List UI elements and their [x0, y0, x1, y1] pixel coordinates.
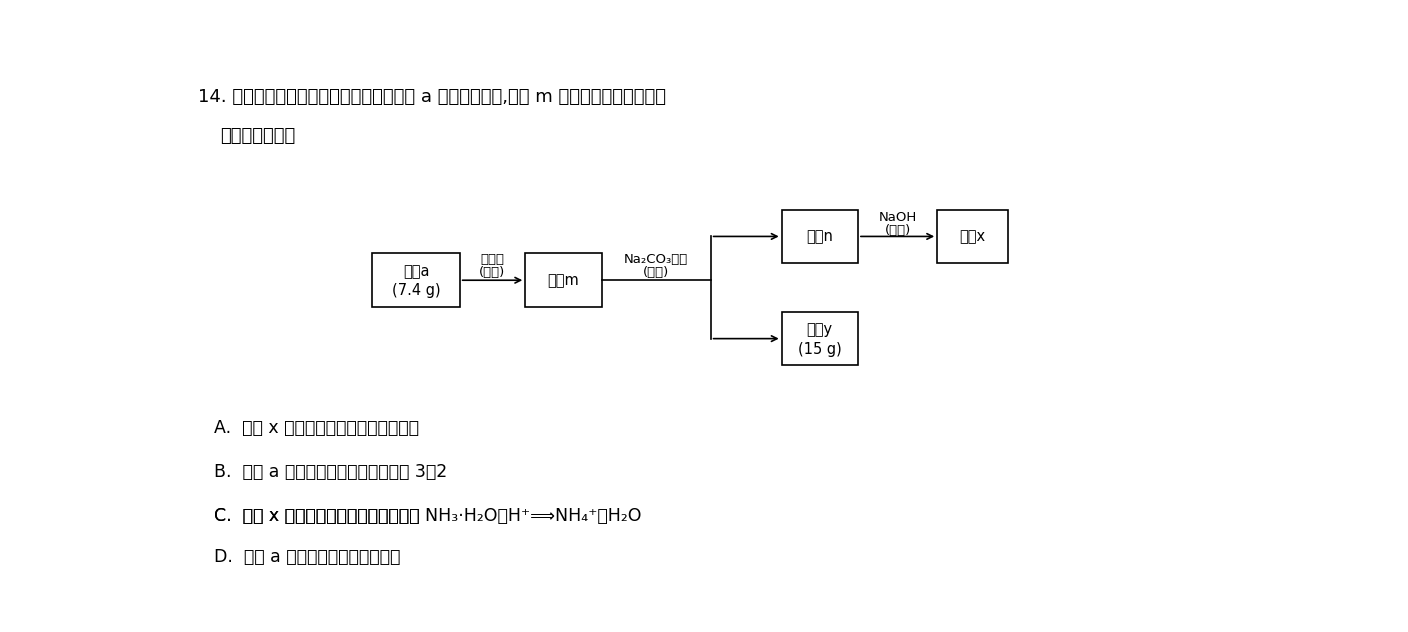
FancyBboxPatch shape	[938, 210, 1008, 263]
Text: (7.4 g): (7.4 g)	[391, 283, 441, 298]
Text: (15 g): (15 g)	[798, 342, 842, 357]
Text: 气体x: 气体x	[959, 229, 986, 244]
FancyBboxPatch shape	[372, 253, 460, 307]
Text: 稀盐酸: 稀盐酸	[480, 253, 504, 266]
Text: 沉淠y: 沉淠y	[807, 322, 834, 337]
FancyBboxPatch shape	[781, 210, 857, 263]
FancyBboxPatch shape	[525, 253, 601, 307]
Text: Na₂CO₃溶液: Na₂CO₃溶液	[624, 253, 689, 266]
Text: A.  气体 x 能使湿润的蓝色石蕊试纸变红: A. 气体 x 能使湿润的蓝色石蕊试纸变红	[214, 419, 420, 437]
FancyBboxPatch shape	[781, 312, 857, 365]
Text: B.  固体 a 中阴、阳离子的数目之比为 3：2: B. 固体 a 中阴、阳离子的数目之比为 3：2	[214, 463, 448, 481]
Text: C.  气体 x 与稀盐酸反应的离子方程式为 NH₃·H₂O＋H⁺⟹NH₄⁺＋H₂O: C. 气体 x 与稀盐酸反应的离子方程式为 NH₃·H₂O＋H⁺⟹NH₄⁺＋H₂…	[214, 506, 642, 525]
Text: 14. 某化学小组对由两种元素组成的化合物 a 进行如图实验,溶液 m 焉色试验为砖红色。下: 14. 某化学小组对由两种元素组成的化合物 a 进行如图实验,溶液 m 焉色试验…	[197, 88, 666, 106]
Text: 固体a: 固体a	[403, 264, 429, 279]
Text: (加热): (加热)	[884, 224, 911, 237]
Text: (足量): (足量)	[479, 267, 505, 279]
Text: 列说法正确的是: 列说法正确的是	[220, 127, 294, 145]
Text: 溶液m: 溶液m	[548, 273, 579, 288]
Text: (足量): (足量)	[643, 267, 669, 279]
Text: C.  气体 x 与稀盐酸反应的离子方程式为: C. 气体 x 与稀盐酸反应的离子方程式为	[214, 506, 425, 525]
Text: D.  固体 a 与稀盐酸反应生成两种盐: D. 固体 a 与稀盐酸反应生成两种盐	[214, 548, 400, 566]
Text: 溶液n: 溶液n	[807, 229, 834, 244]
Text: NaOH: NaOH	[879, 212, 917, 224]
